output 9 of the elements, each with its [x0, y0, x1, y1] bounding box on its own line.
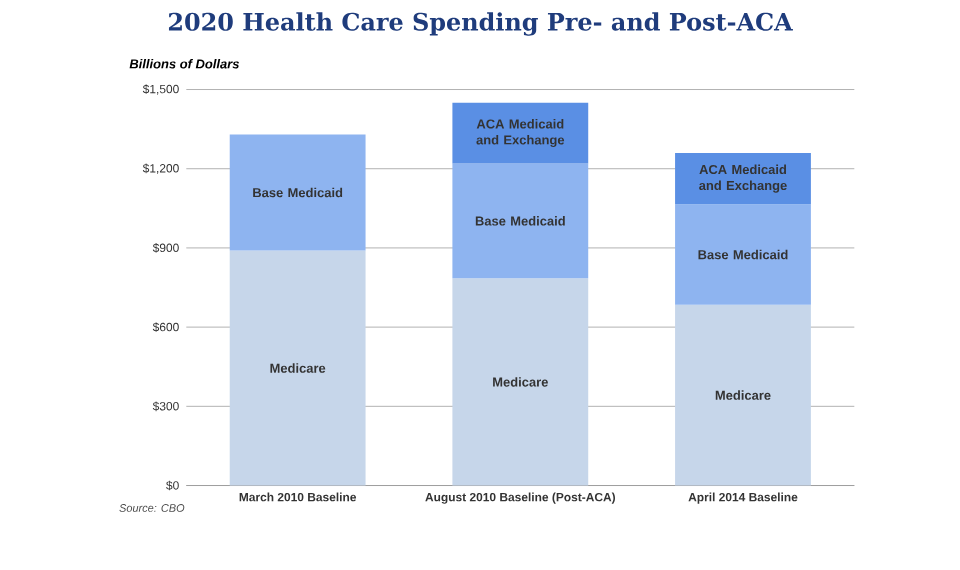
chart-title: 2020 Health Care Spending Pre- and Post-ACA — [168, 12, 793, 36]
bar — [452, 163, 589, 279]
bar — [229, 134, 366, 251]
bar — [452, 278, 589, 486]
bar — [675, 152, 811, 205]
bar — [452, 102, 589, 164]
bar — [675, 304, 811, 486]
bar — [229, 250, 366, 486]
bar — [675, 204, 811, 305]
